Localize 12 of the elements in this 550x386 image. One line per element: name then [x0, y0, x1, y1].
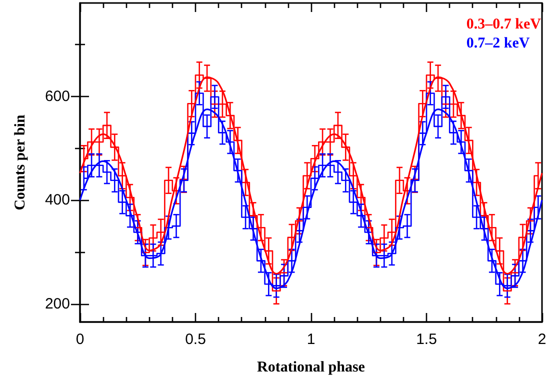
y-axis-title: Counts per bin	[12, 114, 28, 210]
x-tick-label: 0.5	[185, 331, 206, 348]
text: 0.3–0.7 keV	[466, 16, 542, 32]
y-tick-label: 200	[44, 295, 70, 312]
y-tick-label: 400	[44, 192, 70, 209]
x-tick-label: 1.5	[416, 331, 437, 348]
x-tick-label: 0	[76, 331, 84, 348]
x-tick-label: 2	[538, 331, 546, 348]
text: 0.7–2 keV	[466, 36, 530, 52]
y-tick-label: 600	[44, 88, 70, 105]
x-tick-label: 1	[306, 331, 316, 348]
x-axis-title: Rotational phase	[257, 360, 366, 376]
